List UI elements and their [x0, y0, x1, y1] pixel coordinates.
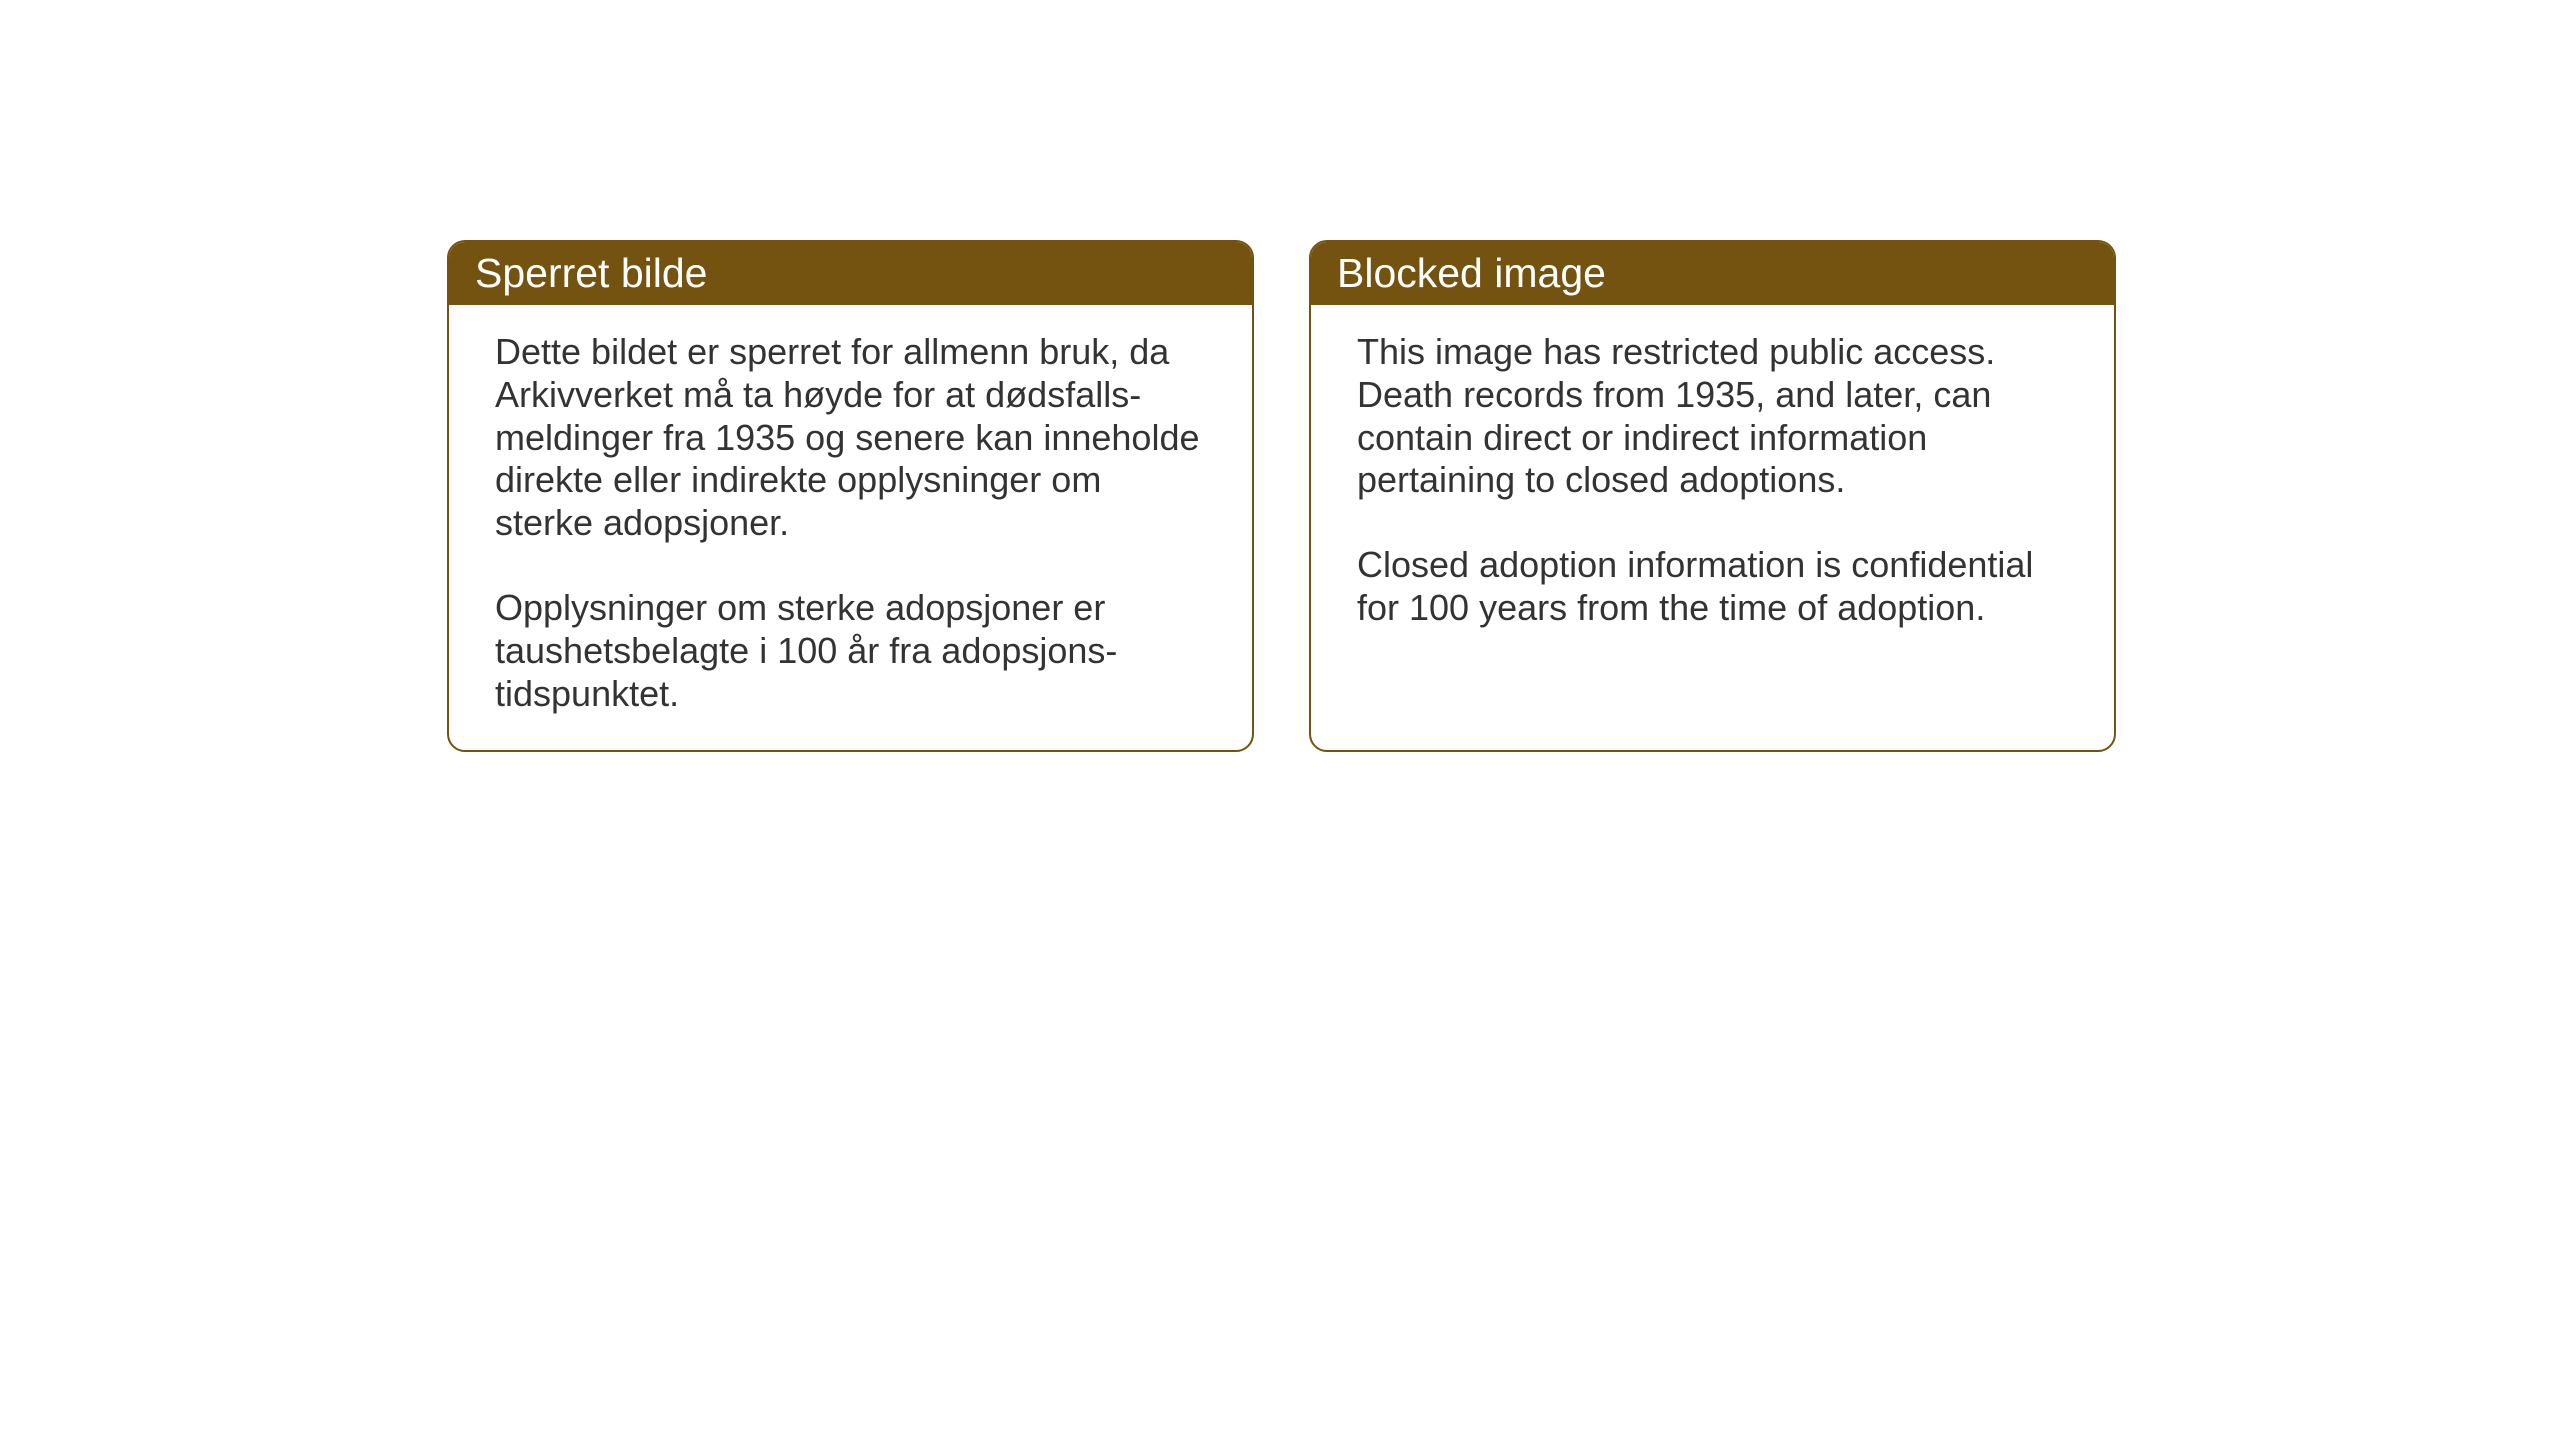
notice-container: Sperret bilde Dette bildet er sperret fo… [447, 240, 2116, 752]
card-header-norwegian: Sperret bilde [449, 242, 1252, 305]
card-paragraph-2-norwegian: Opplysninger om sterke adopsjoner er tau… [495, 587, 1206, 715]
card-paragraph-2-english: Closed adoption information is confident… [1357, 544, 2068, 630]
card-paragraph-1-english: This image has restricted public access.… [1357, 331, 2068, 502]
card-header-english: Blocked image [1311, 242, 2114, 305]
notice-card-english: Blocked image This image has restricted … [1309, 240, 2116, 752]
card-paragraph-1-norwegian: Dette bildet er sperret for allmenn bruk… [495, 331, 1206, 545]
notice-card-norwegian: Sperret bilde Dette bildet er sperret fo… [447, 240, 1254, 752]
card-body-english: This image has restricted public access.… [1311, 305, 2114, 735]
card-body-norwegian: Dette bildet er sperret for allmenn bruk… [449, 305, 1252, 750]
